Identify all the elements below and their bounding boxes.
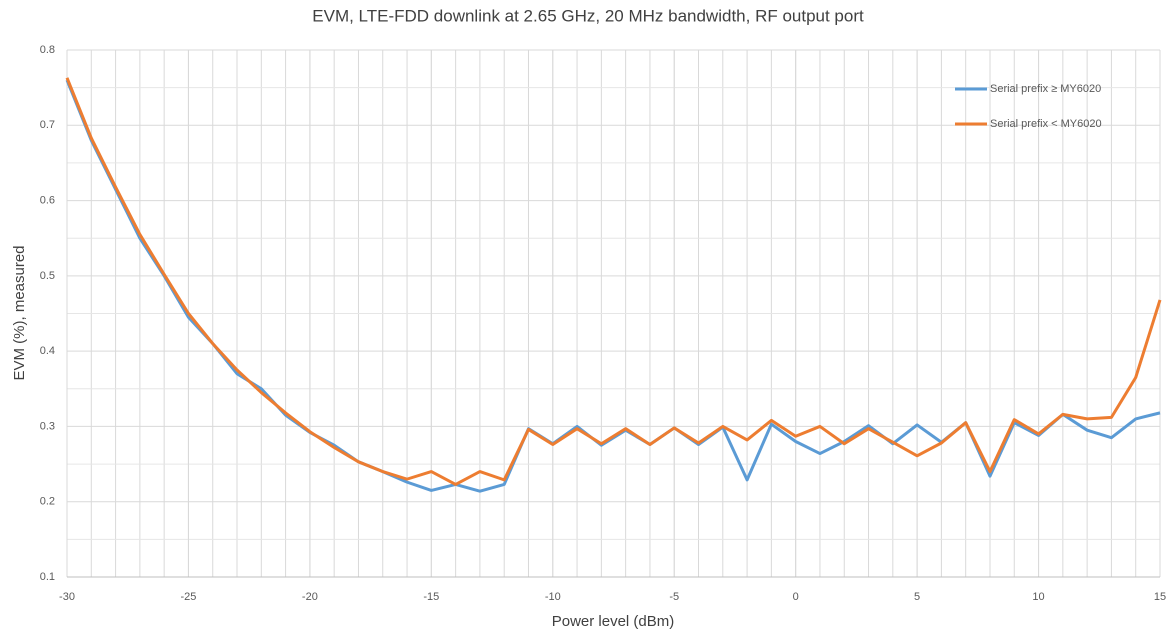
x-tick-label: -10 xyxy=(545,591,561,603)
y-tick-label: 0.7 xyxy=(40,119,55,131)
legend-text: Serial prefix ≥ MY6020 xyxy=(990,83,1101,95)
y-tick-label: 0.3 xyxy=(40,420,55,432)
x-tick-label: -30 xyxy=(59,591,75,603)
x-tick-label: 10 xyxy=(1032,591,1044,603)
y-tick-label: 0.2 xyxy=(40,496,55,508)
x-tick-label: -5 xyxy=(669,591,679,603)
x-tick-label: -15 xyxy=(423,591,439,603)
y-tick-label: 0.6 xyxy=(40,194,55,206)
x-tick-label: -20 xyxy=(302,591,318,603)
x-tick-label: 0 xyxy=(793,591,799,603)
series-line xyxy=(65,77,1162,486)
x-axis-label: Power level (dBm) xyxy=(552,613,675,630)
x-tick-label: -25 xyxy=(180,591,196,603)
y-tick-label: 0.4 xyxy=(40,345,55,357)
chart-title: EVM, LTE-FDD downlink at 2.65 GHz, 20 MH… xyxy=(312,6,864,25)
y-tick-label: 0.8 xyxy=(40,44,55,56)
x-tick-label: 15 xyxy=(1154,591,1166,603)
x-tick-label: 5 xyxy=(914,591,920,603)
series-line xyxy=(65,79,1161,493)
legend-text: Serial prefix < MY6020 xyxy=(990,118,1102,130)
y-axis-label: EVM (%), measured xyxy=(11,245,28,380)
y-tick-label: 0.1 xyxy=(40,571,55,583)
y-tick-label: 0.5 xyxy=(40,270,55,282)
